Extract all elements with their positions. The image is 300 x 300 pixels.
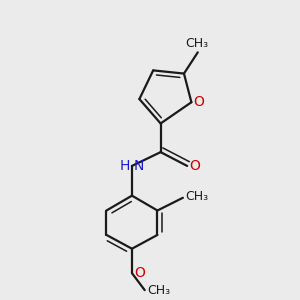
Text: CH₃: CH₃ — [185, 190, 208, 203]
Text: H: H — [119, 159, 130, 173]
Text: N: N — [134, 159, 145, 173]
Text: CH₃: CH₃ — [147, 284, 170, 297]
Text: O: O — [194, 95, 204, 109]
Text: O: O — [189, 159, 200, 173]
Text: CH₃: CH₃ — [185, 37, 208, 50]
Text: O: O — [134, 266, 145, 280]
